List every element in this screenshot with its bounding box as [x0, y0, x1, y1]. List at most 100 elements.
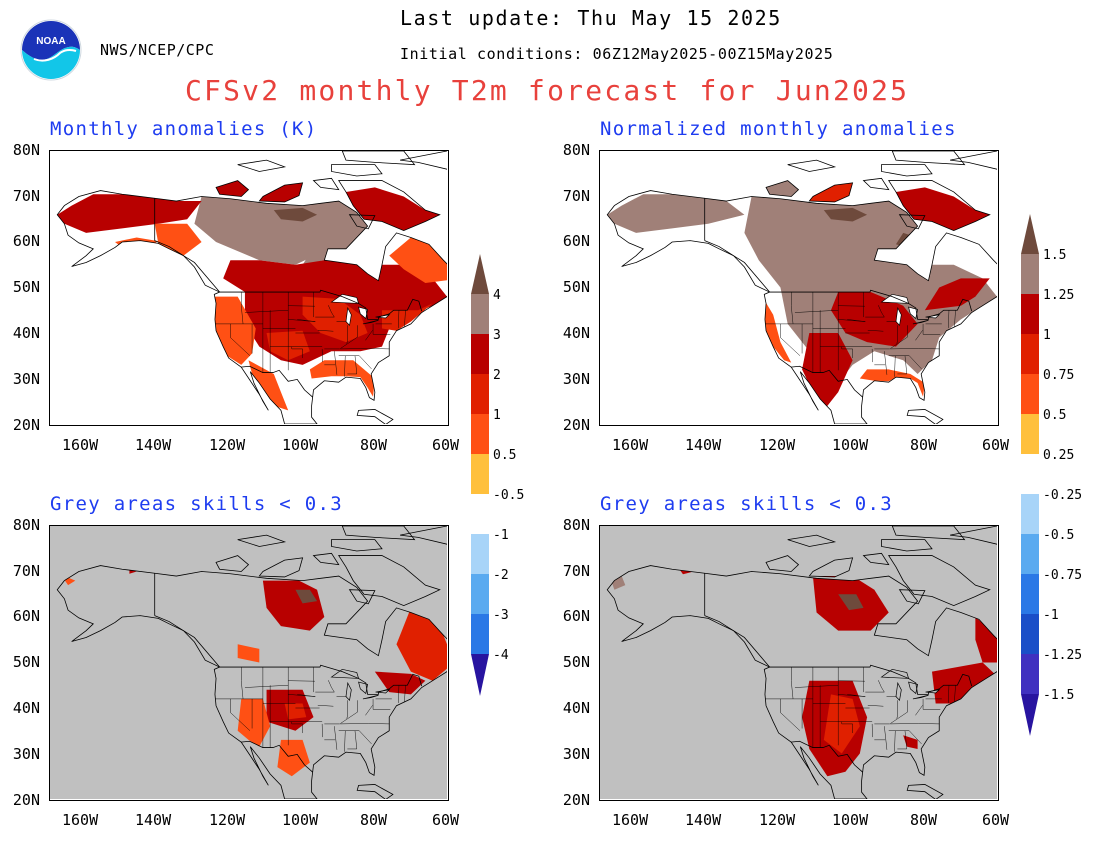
colorbar-label: -2	[493, 568, 509, 583]
lat-label: 70N	[562, 562, 590, 580]
map-graphic	[50, 526, 447, 799]
colorbar-label: 0.25	[1043, 448, 1075, 463]
colorbar-label: -1	[1043, 608, 1059, 623]
state-borders	[215, 667, 406, 752]
country-borders	[704, 198, 973, 398]
colorbar-label: 0.5	[493, 448, 517, 463]
lat-label: 30N	[12, 370, 40, 388]
panel-title-skill-masked-anomalies: Grey areas skills < 0.3	[50, 493, 343, 515]
colorbar-label: -0.75	[1043, 568, 1083, 583]
lat-label: 30N	[562, 745, 590, 763]
lon-label: 120W	[209, 811, 246, 829]
lon-label: 80W	[910, 811, 938, 829]
lon-label: 140W	[685, 811, 722, 829]
colorbar-label: 2	[493, 368, 501, 383]
colorbar-label: -1.5	[1043, 688, 1075, 703]
lat-label: 40N	[562, 699, 590, 717]
lat-label: 30N	[12, 745, 40, 763]
lon-label: 80W	[360, 436, 388, 454]
colorbar-label: -0.5	[1043, 528, 1075, 543]
colorbar-anomaly-k-graphic	[471, 254, 489, 696]
colorbar-label: -1	[493, 528, 509, 543]
colorbar-anomaly-k	[470, 254, 490, 696]
lon-label: 60W	[982, 811, 1010, 829]
lat-label: 60N	[12, 232, 40, 250]
colorbar-label: 1	[1043, 328, 1051, 343]
country-borders	[154, 573, 423, 773]
organization-label: NWS/NCEP/CPC	[100, 41, 215, 59]
coastlines	[606, 526, 997, 799]
colorbar-label: 0.75	[1043, 368, 1075, 383]
map-graphic	[600, 151, 997, 424]
main-title: CFSv2 monthly T2m forecast for Jun2025	[185, 74, 910, 107]
state-borders	[765, 667, 956, 752]
lat-label: 80N	[562, 141, 590, 159]
lon-label: 60W	[432, 811, 460, 829]
initial-conditions-text: Initial conditions: 06Z12May2025-00Z15Ma…	[400, 45, 834, 63]
state-borders	[765, 292, 956, 377]
lat-label: 50N	[562, 653, 590, 671]
colorbar-label: 3	[493, 328, 501, 343]
panel-title-normalized: Normalized monthly anomalies	[600, 118, 957, 140]
lat-label: 80N	[12, 516, 40, 534]
lat-label: 40N	[12, 699, 40, 717]
lon-label: 120W	[209, 436, 246, 454]
lon-label: 140W	[135, 811, 172, 829]
colorbar-label: -4	[493, 648, 509, 663]
lat-label: 20N	[12, 416, 40, 434]
lon-label: 160W	[612, 811, 649, 829]
map-panel-monthly-anomalies	[49, 150, 449, 426]
map-panel-skill-masked-anomalies	[49, 525, 449, 801]
lon-label: 120W	[759, 436, 796, 454]
map-panel-skill-masked-normalized	[599, 525, 999, 801]
colorbar-label: 1	[493, 408, 501, 423]
colorbar-normalized	[1020, 214, 1040, 736]
state-borders	[215, 292, 406, 377]
lat-label: 60N	[562, 607, 590, 625]
map-panel-normalized-anomalies	[599, 150, 999, 426]
noaa-logo-graphic: NOAA	[20, 19, 82, 81]
lat-label: 70N	[562, 187, 590, 205]
lon-label: 160W	[62, 811, 99, 829]
last-update-text: Last update: Thu May 15 2025	[400, 6, 782, 30]
country-borders	[704, 573, 973, 773]
colorbar-label: 4	[493, 288, 501, 303]
lon-label: 140W	[135, 436, 172, 454]
lon-label: 100W	[832, 436, 869, 454]
anomaly-shading	[57, 180, 447, 411]
colorbar-label: -3	[493, 608, 509, 623]
lat-label: 80N	[562, 516, 590, 534]
lat-label: 50N	[562, 278, 590, 296]
colorbar-label: -1.25	[1043, 648, 1083, 663]
map-graphic	[50, 151, 447, 424]
lon-label: 100W	[282, 811, 319, 829]
colorbar-label: 0.5	[1043, 408, 1067, 423]
noaa-logo: NOAA	[20, 19, 82, 81]
lat-label: 60N	[12, 607, 40, 625]
lat-label: 20N	[562, 791, 590, 809]
colorbar-label: 1.25	[1043, 288, 1075, 303]
panel-title-anomalies: Monthly anomalies (K)	[50, 118, 318, 140]
colorbar-label: -0.5	[493, 488, 525, 503]
lon-label: 160W	[62, 436, 99, 454]
colorbar-label: 1.5	[1043, 248, 1067, 263]
lat-label: 50N	[12, 278, 40, 296]
panel-title-skill-masked-normalized: Grey areas skills < 0.3	[600, 493, 893, 515]
lon-label: 120W	[759, 811, 796, 829]
lat-label: 30N	[562, 370, 590, 388]
lat-label: 70N	[12, 187, 40, 205]
lat-label: 60N	[562, 232, 590, 250]
lon-label: 80W	[910, 436, 938, 454]
lon-label: 60W	[432, 436, 460, 454]
colorbar-normalized-graphic	[1021, 214, 1039, 736]
lat-label: 40N	[562, 324, 590, 342]
lon-label: 100W	[282, 436, 319, 454]
lon-label: 140W	[685, 436, 722, 454]
lon-label: 100W	[832, 811, 869, 829]
lat-label: 40N	[12, 324, 40, 342]
logo-text: NOAA	[36, 36, 65, 47]
lon-label: 160W	[612, 436, 649, 454]
colorbar-label: -0.25	[1043, 488, 1083, 503]
lat-label: 80N	[12, 141, 40, 159]
lon-label: 60W	[982, 436, 1010, 454]
